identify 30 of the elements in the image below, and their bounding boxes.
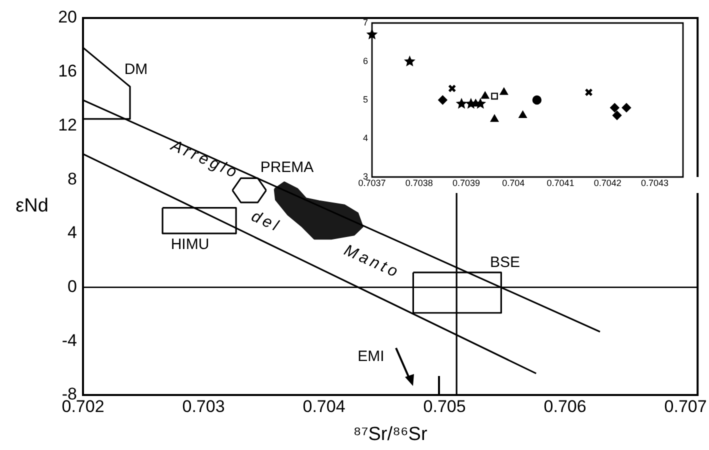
y-tick-label: 20 bbox=[58, 8, 77, 27]
y-tick-label: 8 bbox=[68, 169, 77, 188]
y-tick-label: 3 bbox=[362, 171, 368, 182]
x-tick-label: 0.703 bbox=[182, 396, 225, 416]
y-tick-label: -4 bbox=[62, 330, 77, 350]
x-tick-label: 0.7038 bbox=[405, 178, 433, 188]
x-tick-label: 0.7043 bbox=[640, 178, 668, 188]
x-tick-label: 0.706 bbox=[544, 396, 586, 416]
x-tick-label: 0.7039 bbox=[452, 178, 480, 188]
annotation: BSE bbox=[490, 254, 520, 272]
x-tick-label: 0.704 bbox=[302, 396, 346, 416]
y-tick-label: 5 bbox=[362, 94, 368, 104]
y-tick-label: 16 bbox=[58, 62, 77, 81]
y-tick-label: 6 bbox=[362, 56, 368, 66]
x-axis-title: ⁸⁷Sr/⁸⁶Sr bbox=[353, 424, 428, 445]
y-tick-label: 12 bbox=[58, 115, 77, 134]
annotation: PREMA bbox=[260, 159, 314, 176]
annotation: HIMU bbox=[170, 236, 210, 254]
x-tick-label: 0.707 bbox=[664, 396, 707, 416]
annotation: EMI bbox=[358, 348, 384, 366]
y-tick-label: 0 bbox=[68, 276, 77, 296]
x-tick-label: 0.704 bbox=[502, 178, 525, 188]
y-axis-title: εNd bbox=[16, 196, 48, 217]
x-tick-label: 0.705 bbox=[423, 396, 466, 416]
annotation: DM bbox=[124, 61, 148, 78]
y-tick-label: 4 bbox=[362, 132, 368, 143]
x-tick-label: 0.7042 bbox=[594, 178, 622, 188]
x-tick-label: 0.7041 bbox=[546, 178, 574, 188]
y-tick-label: 4 bbox=[68, 223, 77, 242]
y-tick-label: 7 bbox=[362, 17, 368, 28]
